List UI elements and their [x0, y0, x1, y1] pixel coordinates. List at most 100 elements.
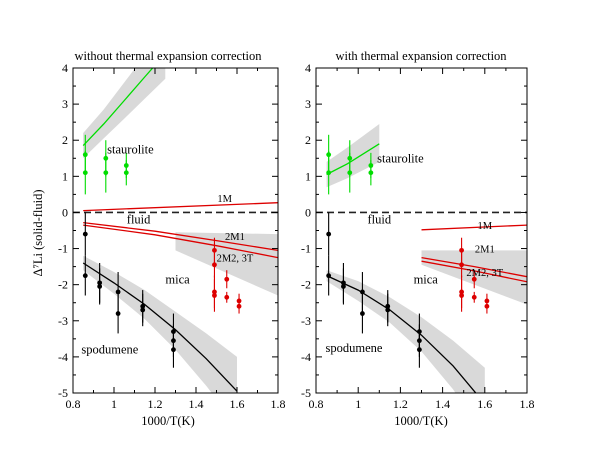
left-x-axis-label: 1000/T(K)	[141, 414, 194, 428]
right-mica-point	[471, 276, 477, 282]
left-y-tick-label: -2	[58, 278, 68, 292]
left-y-tick-label: -4	[58, 350, 68, 364]
left-1m-label: 1M	[217, 194, 232, 205]
right-staurolite-point	[347, 170, 353, 176]
left-y-tick-label: -3	[58, 314, 68, 328]
left-fluid-label: fluid	[127, 213, 151, 227]
right-clipped-content	[316, 124, 527, 393]
right-y-tick-label: 1	[305, 169, 311, 183]
left-y-tick-label: 2	[62, 133, 68, 147]
right-mica-point	[459, 247, 464, 253]
right-2m2-3t-label: 2M2, 3T	[466, 268, 503, 279]
left-2m1-curve	[83, 221, 278, 252]
left-mica-point	[224, 276, 230, 282]
right-staurolite-band	[326, 124, 380, 188]
left-y-tick-label: 0	[62, 205, 68, 219]
left-staurolite-point	[103, 170, 109, 176]
right-x-axis-label: 1000/T(K)	[394, 414, 447, 428]
right-spodumene-label: spodumene	[326, 341, 383, 355]
left-panel-title: without thermal expansion correction	[74, 49, 262, 63]
left-x-tick-label: 0.8	[66, 397, 81, 411]
left-panel: without thermal expansion correction 0.8…	[31, 49, 286, 428]
right-spodumene-point	[341, 284, 346, 289]
right-x-tick-label: 1.2	[393, 397, 408, 411]
right-spodumene-point	[385, 307, 391, 313]
left-y-tick-label: -5	[58, 386, 68, 400]
left-2m2-3t-label: 2M2, 3T	[217, 254, 254, 265]
left-spodumene-point	[140, 307, 146, 313]
left-mica-point	[212, 262, 217, 268]
left-staurolite-band	[83, 68, 166, 159]
left-plot-area: 0.8 1 1.2 1.4 1.6 1.8 -5 -4 -3 -2 -1 0 1 2 3 4 staurolit…	[58, 61, 286, 411]
right-x-tick-label: 0.8	[309, 397, 324, 411]
left-x-tick-label: 1.6	[230, 397, 245, 411]
right-y-tick-label: 2	[305, 133, 311, 147]
left-mica-point	[212, 247, 217, 253]
right-1m-curve	[421, 224, 527, 231]
right-spodumene-point	[360, 289, 365, 295]
left-spodumene-curve	[82, 262, 238, 392]
right-mica-point	[459, 293, 464, 298]
left-y-tick-label: 3	[62, 97, 68, 111]
right-staurolite-point	[326, 170, 332, 176]
left-spodumene-point	[82, 273, 88, 279]
right-x-tick-label: 1.6	[477, 397, 492, 411]
left-mica-point	[224, 294, 230, 300]
right-plot-area: 0.8 1 1.2 1.4 1.6 1.8 -5 -4 -3 -2 -1 0 1 2 3 4 staurolit…	[301, 61, 535, 411]
right-staurolite-curve	[326, 143, 380, 176]
right-staurolite-point	[368, 170, 374, 176]
right-x-tick-label: 1.4	[435, 397, 450, 411]
left-mica-point	[236, 303, 242, 309]
right-y-tick-label: 4	[305, 61, 311, 75]
left-1m-curve	[83, 202, 278, 212]
left-spodumene-point	[115, 311, 121, 316]
right-2m1-curve	[421, 256, 527, 278]
left-staurolite-point	[123, 170, 129, 176]
left-spodumene-point	[115, 289, 121, 295]
left-2m2-3t-curve	[83, 224, 278, 259]
left-staurolite-curve	[82, 68, 154, 147]
left-clipped-content	[73, 68, 278, 393]
right-x-tick-label: 1.8	[520, 397, 535, 411]
left-x-tick-label: 1.4	[189, 397, 204, 411]
left-y-axis-label: Δ⁷Li (solid-fluid)	[31, 189, 45, 276]
right-panel: with thermal expansion correction 0.8 1 1.…	[301, 49, 535, 428]
right-y-tick-label: 0	[305, 205, 311, 219]
left-staurolite-point	[82, 170, 88, 176]
right-1m-label: 1M	[478, 221, 493, 232]
right-y-tick-label: -5	[301, 386, 311, 400]
right-y-tick-label: -2	[301, 278, 311, 292]
right-spodumene-band	[326, 270, 485, 393]
left-x-tick-label: 1	[111, 397, 117, 411]
left-spodumene-point	[97, 284, 103, 289]
right-2m1-label: 2M1	[475, 245, 495, 256]
right-staurolite-label: staurolite	[377, 151, 424, 165]
right-panel-title: with thermal expansion correction	[335, 49, 507, 63]
right-y-tick-label: -4	[301, 350, 311, 364]
right-mica-point	[471, 294, 477, 300]
right-y-tick-label: 3	[305, 97, 311, 111]
left-mica-point	[212, 293, 217, 298]
right-mica-point	[459, 262, 464, 268]
left-y-tick-label: 4	[62, 61, 68, 75]
right-spodumene-point	[326, 231, 332, 237]
right-y-tick-label: -1	[301, 242, 311, 256]
right-y-tick-label: -3	[301, 314, 311, 328]
right-mica-point	[484, 303, 490, 309]
right-x-tick-label: 1	[355, 397, 361, 411]
left-x-tick-label: 1.8	[271, 397, 286, 411]
right-spodumene-point	[326, 273, 332, 279]
left-spodumene-point	[82, 231, 88, 237]
right-spodumene-point	[360, 311, 365, 316]
left-spodumene-label: spodumene	[81, 343, 138, 357]
left-mica-label: mica	[165, 272, 190, 286]
right-spodumene-curve	[326, 275, 477, 393]
right-mica-label: mica	[414, 272, 439, 286]
left-mica-band	[175, 232, 278, 296]
left-y-tick-label: -1	[58, 242, 68, 256]
left-staurolite-label: staurolite	[107, 142, 154, 156]
left-y-tick-label: 1	[62, 169, 68, 183]
right-spodumene-point	[416, 347, 422, 353]
left-spodumene-band	[83, 255, 237, 393]
